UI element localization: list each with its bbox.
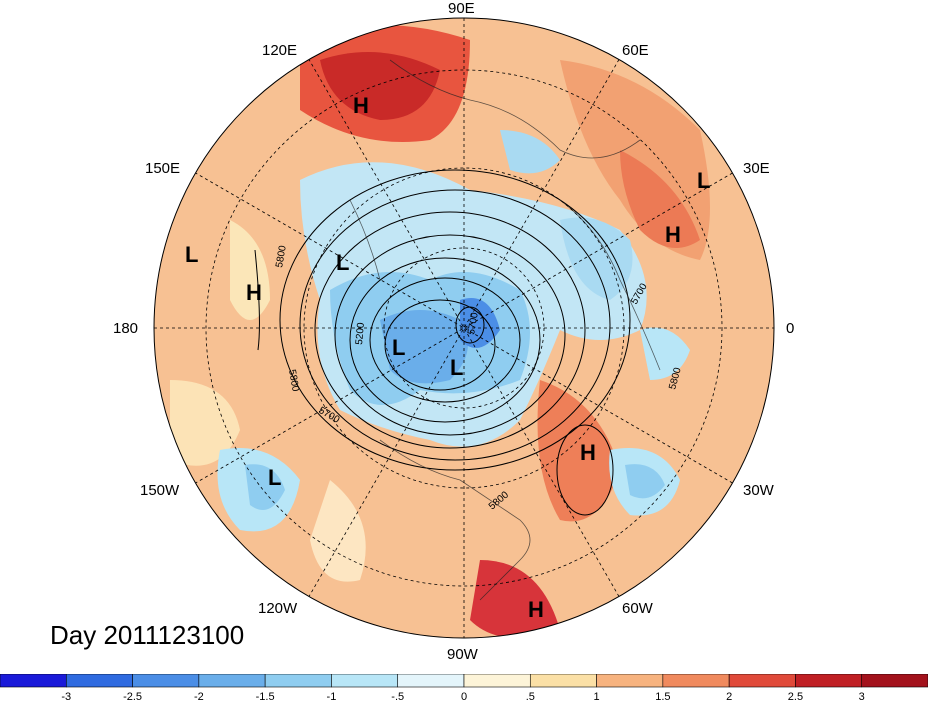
colorbar-box <box>397 674 465 688</box>
map-boundary <box>153 17 775 639</box>
lon-label-180: 180 <box>113 320 138 337</box>
colorbar-tick-label: 1.5 <box>655 691 670 702</box>
low-marker: L <box>392 335 405 360</box>
lon-label-90W: 90W <box>447 646 479 663</box>
lon-label-30E: 30E <box>743 160 770 177</box>
contour-label: 5200 <box>354 322 367 346</box>
lon-label-60E: 60E <box>622 42 649 59</box>
colorbar-box <box>728 674 796 688</box>
colorbar-tick-label: -1 <box>327 691 337 702</box>
colorbar-box <box>596 674 664 688</box>
polar-map: 90E 60E 30E 0 30W 60W 90W 120W 150W 180 … <box>113 0 794 663</box>
low-marker: L <box>185 242 198 267</box>
colorbar-tick-label: 3 <box>859 691 865 702</box>
colorbar-box <box>331 674 399 688</box>
high-marker: H <box>528 597 544 622</box>
colorbar-box <box>463 674 531 688</box>
lon-label-30W: 30W <box>743 482 775 499</box>
colorbar-tick-label: 2.5 <box>788 691 803 702</box>
colorbar-box <box>861 674 928 688</box>
colorbar-box <box>198 674 266 688</box>
high-marker: H <box>665 222 681 247</box>
colorbar-tick-label: -2.5 <box>123 691 142 702</box>
colorbar-boxes <box>0 674 928 688</box>
colorbar-tick-label: -2 <box>194 691 204 702</box>
colorbar: -3 -2.5 -2 -1.5 -1 -.5 0 .5 1 1.5 2 2.5 3 <box>0 674 928 702</box>
height-contours <box>254 169 631 516</box>
date-title: Day 2011123100 <box>50 620 245 650</box>
graticule <box>154 18 774 638</box>
high-marker: H <box>353 93 369 118</box>
colorbar-box <box>132 674 200 688</box>
colorbar-tick-label: -1.5 <box>256 691 275 702</box>
low-marker: L <box>697 168 710 193</box>
colorbar-box <box>264 674 332 688</box>
colorbar-tick-label: 1 <box>594 691 600 702</box>
colorbar-box <box>529 674 597 688</box>
lon-label-150E: 150E <box>145 160 180 177</box>
lon-label-120W: 120W <box>258 600 298 617</box>
low-marker: L <box>268 465 281 490</box>
longitude-labels: 90E 60E 30E 0 30W 60W 90W 120W 150W 180 … <box>113 0 794 663</box>
high-marker: H <box>580 440 596 465</box>
lon-label-120E: 120E <box>262 42 297 59</box>
colorbar-box <box>65 674 133 688</box>
colorbar-tick-label: -3 <box>61 691 71 702</box>
colorbar-box <box>0 674 67 688</box>
low-marker: L <box>336 250 349 275</box>
colorbar-tick-label: 0 <box>461 691 467 702</box>
colorbar-ticks: -3 -2.5 -2 -1.5 -1 -.5 0 .5 1 1.5 2 2.5 3 <box>61 691 864 702</box>
lon-label-90E: 90E <box>448 0 475 17</box>
high-marker: H <box>246 280 262 305</box>
colorbar-box <box>662 674 730 688</box>
contour-label: 5700 <box>466 311 481 335</box>
contour-label: 5800 <box>286 369 301 393</box>
lon-label-60W: 60W <box>622 600 654 617</box>
low-marker: L <box>450 355 463 380</box>
colorbar-tick-label: -.5 <box>391 691 404 702</box>
lon-label-150W: 150W <box>140 482 180 499</box>
colorbar-box <box>795 674 863 688</box>
coastlines <box>349 59 661 601</box>
contour-label: 5800 <box>274 244 289 268</box>
colorbar-tick-label: 2 <box>726 691 732 702</box>
colorbar-tick-label: .5 <box>526 691 535 702</box>
pressure-centers: H L H L H L L L H L H <box>185 93 710 622</box>
lon-label-0: 0 <box>786 320 794 337</box>
